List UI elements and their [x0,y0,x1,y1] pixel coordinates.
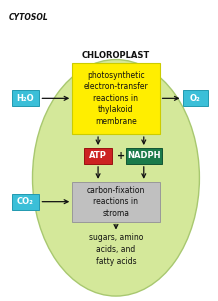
FancyBboxPatch shape [12,194,39,209]
FancyBboxPatch shape [72,63,160,134]
Text: sugars, amino
acids, and
fatty acids: sugars, amino acids, and fatty acids [89,234,143,266]
Text: CYTOSOL: CYTOSOL [9,13,48,22]
Text: ATP: ATP [89,151,107,160]
FancyBboxPatch shape [84,148,112,164]
Text: +: + [117,151,125,161]
Text: carbon-fixation
reactions in
stroma: carbon-fixation reactions in stroma [87,186,145,218]
Text: CO₂: CO₂ [17,197,34,206]
Text: CHLOROPLAST: CHLOROPLAST [82,51,150,60]
Text: O₂: O₂ [190,94,201,103]
Text: photosynthetic
electron-transfer
reactions in
thylakoid
membrane: photosynthetic electron-transfer reactio… [83,71,148,126]
FancyBboxPatch shape [72,182,160,222]
Text: H₂O: H₂O [17,94,34,103]
Text: NADPH: NADPH [127,151,160,160]
FancyBboxPatch shape [12,90,39,106]
Ellipse shape [32,60,199,296]
FancyBboxPatch shape [182,90,208,106]
FancyBboxPatch shape [126,148,162,164]
